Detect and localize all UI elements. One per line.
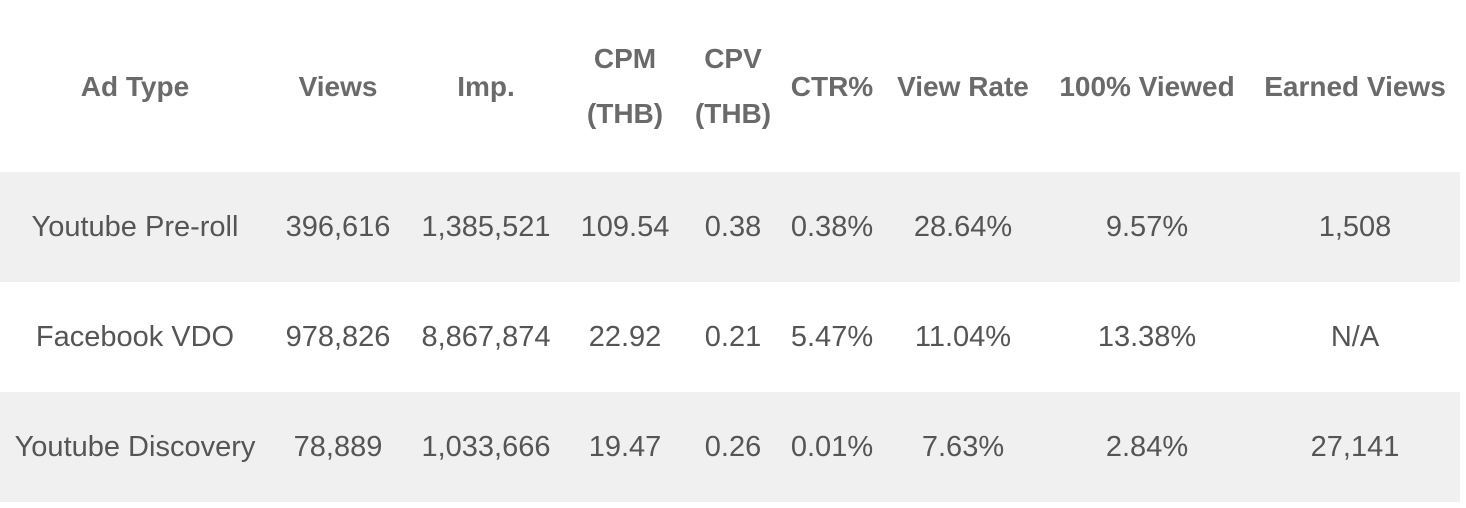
- table-cell: 0.38%: [790, 210, 874, 243]
- table-row: Youtube Pre-roll 396,616 1,385,521 109.54 0.…: [0, 172, 1460, 282]
- table-cell: 1,385,521: [421, 210, 551, 243]
- header-cell: Ad Type: [80, 70, 190, 102]
- table-cell: 78,889: [293, 430, 383, 463]
- header-cell: CTR%: [790, 70, 874, 102]
- table-body: Youtube Pre-roll 396,616 1,385,521 109.54 0.…: [0, 172, 1460, 502]
- header-cell: Earned Views: [1264, 70, 1446, 102]
- table-cell: 27,141: [1310, 430, 1400, 463]
- table-cell: 8,867,874: [421, 320, 551, 353]
- table-cell: 7.63%: [921, 430, 1005, 463]
- table-cell: 13.38%: [1097, 320, 1197, 353]
- header-cell: CPV (THB): [694, 43, 772, 129]
- header-cell: View Rate: [897, 70, 1029, 102]
- table-cell: 0.38: [704, 210, 762, 243]
- table-cell: 396,616: [285, 210, 391, 243]
- table-cell: 11.04%: [914, 320, 1012, 353]
- table-row: Youtube Discovery 78,889 1,033,666 19.47 0.2…: [0, 392, 1460, 502]
- header-cell: CPM (THB): [586, 43, 664, 129]
- table-cell: 2.84%: [1105, 430, 1189, 463]
- table-cell: Facebook VDO: [35, 320, 235, 353]
- table-cell: 5.47%: [790, 320, 874, 353]
- header-cell: Imp.: [457, 70, 515, 102]
- table-cell: 9.57%: [1105, 210, 1189, 243]
- table-cell: 978,826: [285, 320, 391, 353]
- table-cell: 0.26: [704, 430, 762, 463]
- header-cell: Views: [298, 70, 378, 102]
- table-row: Facebook VDO 978,826 8,867,874 22.92 0.21 5.4…: [0, 282, 1460, 392]
- table-cell: Youtube Discovery: [14, 430, 256, 463]
- table-cell: 1,508: [1318, 210, 1392, 243]
- table-cell: 28.64%: [913, 210, 1013, 243]
- table-cell: Youtube Pre-roll: [31, 210, 239, 243]
- table-cell: 19.47: [588, 430, 662, 463]
- table-cell: 0.21: [704, 320, 762, 353]
- header-cell: 100% Viewed: [1059, 70, 1235, 102]
- table-cell: N/A: [1330, 320, 1380, 353]
- table-header: Ad Type Views Imp. CPM (THB) CPV (THB) CTR% Vi…: [0, 0, 1460, 172]
- table-cell: 109.54: [580, 210, 670, 243]
- table-cell: 0.01%: [790, 430, 874, 463]
- table-cell: 1,033,666: [421, 430, 551, 463]
- header-row: Ad Type Views Imp. CPM (THB) CPV (THB) CTR% Vi…: [0, 0, 1460, 172]
- table-cell: 22.92: [588, 320, 662, 353]
